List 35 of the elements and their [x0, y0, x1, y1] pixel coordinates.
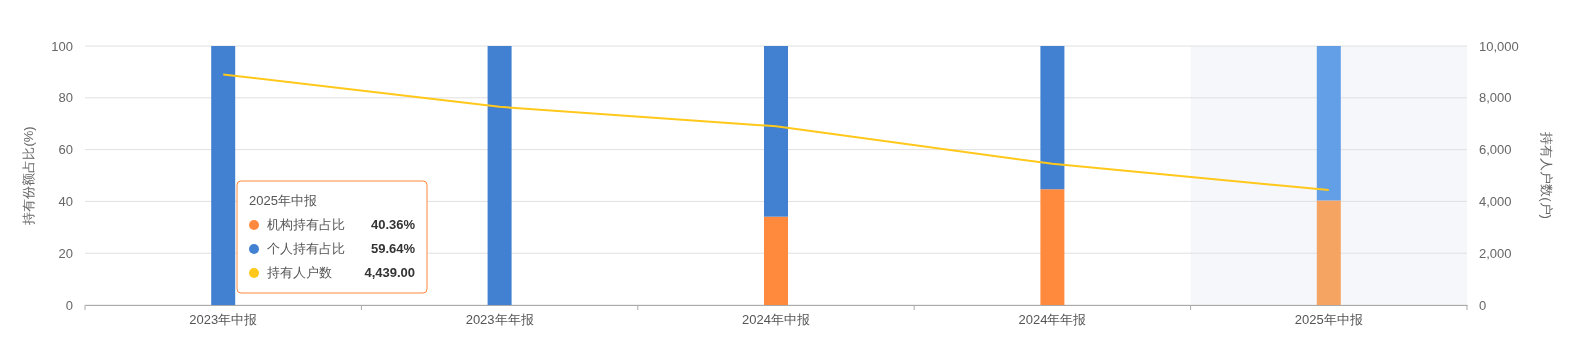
y2-tick-label: 6,000: [1479, 142, 1512, 158]
y2-tick-label: 0: [1479, 297, 1487, 313]
y2-tick-label: 4,000: [1479, 194, 1512, 210]
y2-tick-label: 2,000: [1479, 245, 1512, 261]
x-tick-label: 2025年中报: [1294, 312, 1363, 328]
annotation: 59.64%: [370, 241, 416, 256]
x-tick-label: 2023年年报: [465, 312, 534, 328]
y2-tick-label: 10,000: [1479, 38, 1519, 54]
y2-axis-title: 持有人户数(户): [1539, 132, 1554, 219]
bar: [1040, 46, 1065, 190]
bar: [1040, 189, 1065, 305]
y-tick-label: 80: [58, 90, 73, 106]
y-tick-label: 40: [58, 194, 73, 210]
y-axis-title: 持有份额占比(%): [21, 126, 36, 225]
x-tick-label: 2024年中报: [742, 312, 810, 328]
annotation: 40.36%: [370, 217, 416, 232]
bar: [1316, 46, 1341, 201]
legend-label: 个人持有占比: [267, 241, 346, 256]
y-tick-label: 100: [51, 38, 73, 54]
line-series: [222, 73, 1330, 192]
bar: [764, 216, 788, 305]
bar: [211, 46, 236, 305]
y-tick-label: 60: [58, 142, 73, 158]
bar: [487, 46, 512, 305]
y-tick-label: 20: [58, 245, 73, 261]
bar: [764, 46, 788, 217]
x-tick-label: 2023年中报: [189, 312, 258, 328]
legend-label: 持有人户数: [267, 265, 333, 280]
legend-label: 机构持有占比: [267, 217, 346, 232]
x-tick-label: 2024年年报: [1018, 312, 1087, 328]
annotation: 2025年中报: [249, 193, 317, 208]
annotation: 4,439.00: [364, 265, 416, 280]
bar: [1316, 200, 1341, 305]
y-tick-label: 0: [65, 297, 73, 313]
y2-tick-label: 8,000: [1479, 90, 1512, 106]
